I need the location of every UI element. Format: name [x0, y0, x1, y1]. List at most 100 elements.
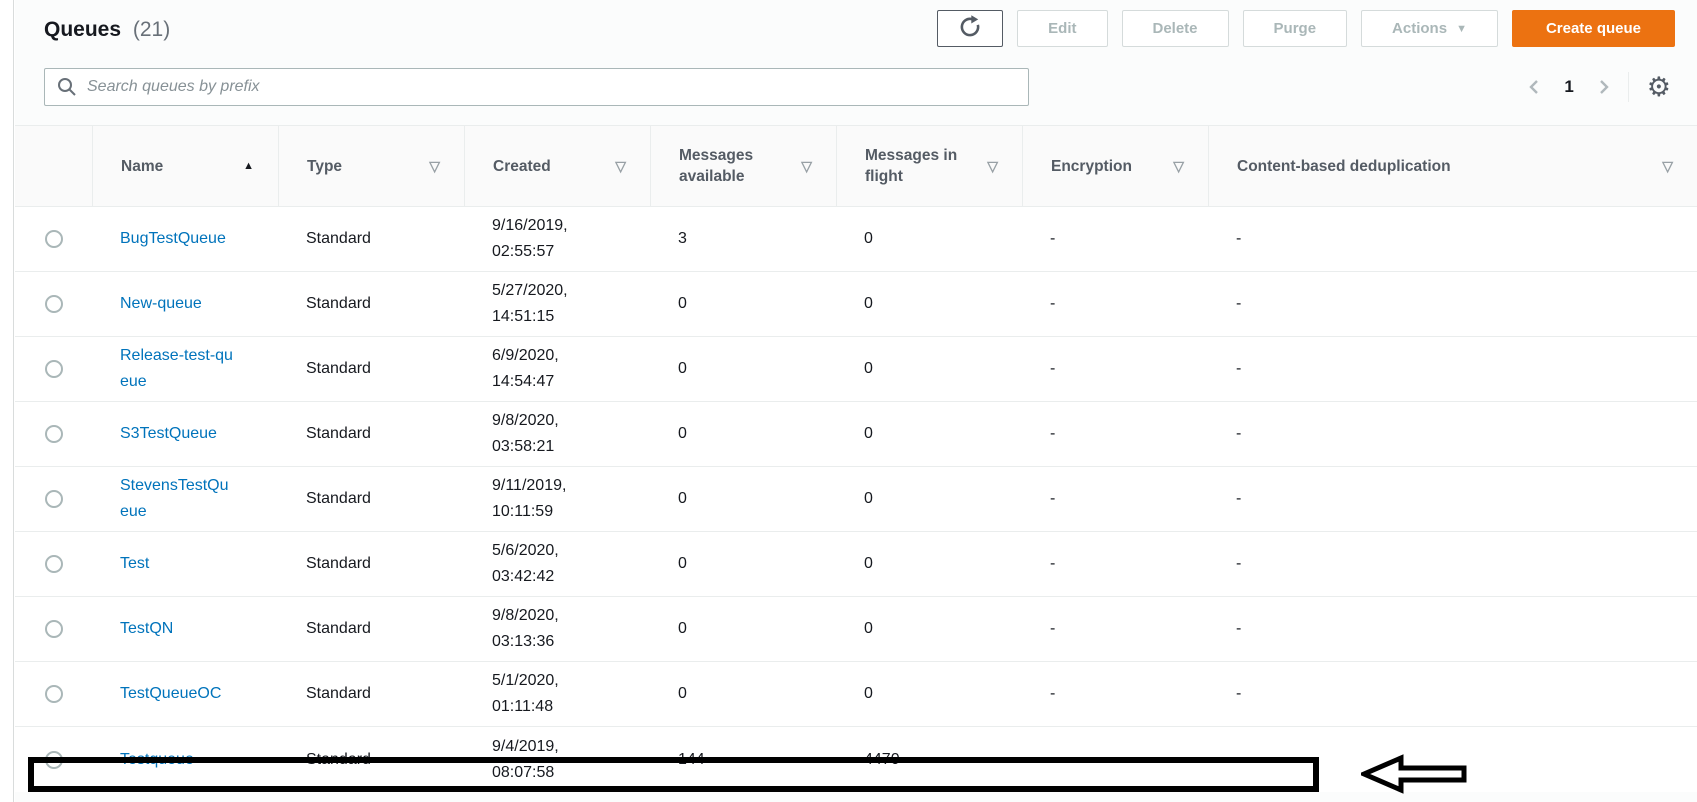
next-page-button[interactable] — [1588, 72, 1618, 102]
dedup-value: - — [1236, 295, 1242, 312]
table-row-highlighted: Testqueue Standard 9/4/2019, 08:07:58 14… — [15, 727, 1697, 792]
queue-name-link[interactable]: StevensTestQueue — [120, 477, 229, 520]
queue-name-link[interactable]: S3TestQueue — [120, 425, 217, 442]
actions-dropdown-button[interactable]: Actions ▼ — [1361, 10, 1498, 47]
table-row: S3TestQueue Standard 9/8/2020, 03:58:21 … — [15, 402, 1697, 467]
messages-in-flight: 0 — [864, 230, 873, 247]
chevron-down-icon: ▼ — [1456, 22, 1467, 35]
messages-available: 0 — [678, 295, 687, 312]
column-header-created[interactable]: Created ▽ — [464, 126, 650, 206]
column-header-type[interactable]: Type ▽ — [278, 126, 464, 206]
create-queue-button[interactable]: Create queue — [1511, 10, 1675, 47]
messages-available: 0 — [678, 620, 687, 637]
queue-type: Standard — [306, 360, 371, 377]
queue-radio[interactable] — [44, 750, 63, 769]
column-header-messages-in-flight[interactable]: Messages in flight ▽ — [836, 126, 1022, 206]
encryption-value: - — [1050, 295, 1056, 312]
dedup-value: - — [1236, 425, 1242, 442]
queue-type: Standard — [306, 685, 371, 702]
queue-name-link[interactable]: TestQN — [120, 620, 174, 637]
queue-type: Standard — [306, 230, 371, 247]
queue-type: Standard — [306, 750, 371, 768]
queue-name-link[interactable]: Release-test-queue — [120, 347, 233, 390]
edit-button[interactable]: Edit — [1017, 10, 1108, 47]
queue-radio[interactable] — [44, 490, 63, 508]
table-row: Test Standard 5/6/2020, 03:42:42 0 0 - - — [15, 532, 1697, 597]
search-input[interactable] — [44, 68, 1029, 106]
column-label: Name — [121, 157, 164, 175]
encryption-value: - — [1050, 230, 1056, 247]
queue-type: Standard — [306, 425, 371, 442]
column-header-messages-available[interactable]: Messages available ▽ — [650, 126, 836, 206]
queue-radio[interactable] — [44, 425, 63, 443]
sort-icon[interactable]: ▽ — [1662, 157, 1673, 174]
messages-in-flight: 4470 — [864, 750, 900, 768]
queue-created: 5/6/2020, 03:42:42 — [492, 542, 559, 585]
queue-type: Standard — [306, 620, 371, 637]
column-header-name[interactable]: Name ▲ — [92, 126, 278, 206]
messages-available: 0 — [678, 555, 687, 572]
encryption-value: - — [1050, 750, 1056, 768]
queue-name-link[interactable]: Test — [120, 555, 150, 572]
previous-page-button[interactable] — [1520, 72, 1550, 102]
messages-in-flight: 0 — [864, 490, 873, 507]
sort-ascending-icon[interactable]: ▲ — [243, 159, 254, 172]
queue-radio[interactable] — [44, 555, 63, 573]
queue-name-link[interactable]: BugTestQueue — [120, 230, 226, 247]
purge-button[interactable]: Purge — [1242, 10, 1348, 47]
column-label: Created — [493, 157, 551, 175]
queue-radio[interactable] — [44, 620, 63, 638]
dedup-value: - — [1236, 230, 1242, 247]
messages-available: 0 — [678, 360, 687, 377]
dedup-value: - — [1236, 685, 1242, 702]
queue-name-link[interactable]: Testqueue — [120, 750, 194, 768]
queues-count: (21) — [132, 18, 171, 41]
dedup-value: - — [1236, 360, 1242, 377]
queue-radio[interactable] — [44, 230, 63, 248]
dedup-value: - — [1236, 555, 1242, 572]
queue-created: 9/16/2019, 02:55:57 — [492, 217, 568, 260]
sort-icon[interactable]: ▽ — [801, 157, 812, 174]
column-header-content-based-deduplication[interactable]: Content-based deduplication ▽ — [1208, 126, 1697, 206]
table-body: BugTestQueue Standard 9/16/2019, 02:55:5… — [15, 207, 1697, 792]
column-label: Content-based deduplication — [1237, 157, 1451, 175]
column-label: Encryption — [1051, 157, 1132, 175]
queue-name-link[interactable]: TestQueueOC — [120, 685, 222, 702]
queue-radio[interactable] — [44, 360, 63, 378]
encryption-value: - — [1050, 555, 1056, 572]
settings-gear-icon[interactable]: ⚙ — [1646, 71, 1671, 102]
messages-in-flight: 0 — [864, 425, 873, 442]
dedup-value: - — [1236, 750, 1242, 768]
delete-button[interactable]: Delete — [1121, 10, 1229, 47]
encryption-value: - — [1050, 685, 1056, 702]
sort-icon[interactable]: ▽ — [429, 157, 440, 174]
queue-name-link[interactable]: New-queue — [120, 295, 202, 312]
column-label: Type — [307, 157, 343, 175]
sqs-queues-panel: Queues (21) Edit Delete Purge Actions ▼ … — [15, 0, 1697, 802]
sort-icon[interactable]: ▽ — [615, 157, 626, 174]
column-header-encryption[interactable]: Encryption ▽ — [1022, 126, 1208, 206]
queue-created: 9/11/2019, 10:11:59 — [492, 477, 567, 520]
table-row: Release-test-queue Standard 6/9/2020, 14… — [15, 337, 1697, 402]
filter-bar: 1 ⚙ — [15, 56, 1697, 106]
encryption-value: - — [1050, 490, 1056, 507]
messages-in-flight: 0 — [864, 295, 873, 312]
queue-radio[interactable] — [44, 295, 63, 313]
table-header-row: Name ▲ Type ▽ Created ▽ Messages availab… — [15, 126, 1697, 207]
queue-created: 9/4/2019, 08:07:58 — [492, 737, 559, 781]
column-label: Messages in flight — [865, 147, 958, 185]
messages-available: 0 — [678, 685, 687, 702]
messages-available: 0 — [678, 425, 687, 442]
refresh-button[interactable] — [937, 10, 1004, 47]
page-number[interactable]: 1 — [1564, 77, 1574, 96]
header-bar: Queues (21) Edit Delete Purge Actions ▼ … — [15, 0, 1697, 56]
search-box — [44, 68, 1029, 106]
messages-available: 3 — [678, 230, 687, 247]
table-row: New-queue Standard 5/27/2020, 14:51:15 0… — [15, 272, 1697, 337]
sort-icon[interactable]: ▽ — [1173, 157, 1184, 174]
sort-icon[interactable]: ▽ — [987, 157, 998, 174]
header-cell-select — [15, 126, 92, 206]
queue-type: Standard — [306, 490, 371, 507]
queue-radio[interactable] — [44, 685, 63, 703]
queues-title: Queues — [44, 18, 122, 41]
